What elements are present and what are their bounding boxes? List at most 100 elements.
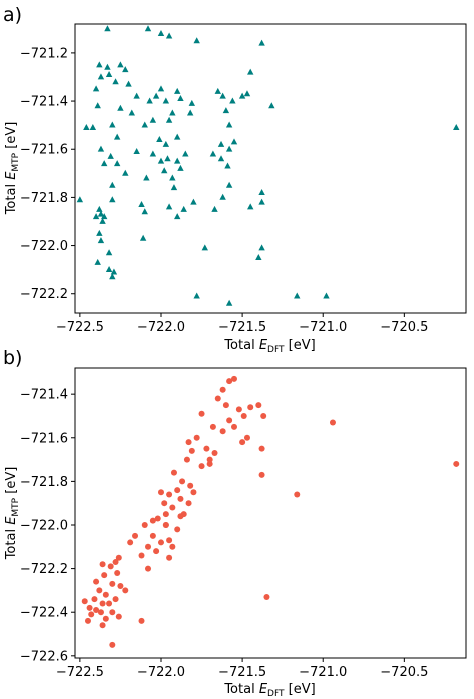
panel-a-data-point [76, 196, 84, 203]
panel-a-data-point [96, 61, 103, 68]
panel-b-data-point [169, 543, 176, 550]
panel-b-data-point [93, 578, 100, 585]
panel-a-data-point [174, 133, 181, 140]
panel-a-data-point [97, 237, 105, 244]
panel-a-data-point [188, 99, 196, 106]
panel-a-data-point [177, 164, 184, 171]
panel-a-data-point [258, 188, 265, 195]
panel-a-data-point [225, 181, 233, 188]
panel-a-data-point [225, 299, 233, 306]
panel-a-data-point [113, 160, 121, 167]
panel-a-data-point [92, 85, 100, 92]
panel-b-y-tick-label: −722.0 [20, 518, 68, 533]
panel-b-data-point [190, 489, 197, 496]
panel-b-y-tick-label: −722.4 [20, 606, 68, 621]
panel-a-data-point [193, 292, 200, 299]
panel-a-data-point [92, 213, 100, 220]
panel-a-data-point [101, 213, 108, 220]
panel-b-data-point [240, 412, 247, 419]
panel-a-data-point [89, 123, 97, 130]
panel-a-data-point [157, 30, 165, 37]
panel-b-data-point [453, 460, 460, 467]
panel-a-data-point [101, 160, 108, 167]
panel-a-data-point [323, 292, 330, 299]
panel-a-x-tick-label: −721.5 [218, 320, 266, 335]
panel-b-data-point [187, 482, 194, 489]
panel-b-data-point [112, 559, 119, 566]
panel-a-x-tick-label: −721.0 [299, 320, 347, 335]
panel-b-y-tick-label: −721.4 [20, 388, 68, 403]
panel-b-data-points [81, 375, 460, 648]
panel-b-x-tick-label: −721.5 [218, 665, 266, 680]
panel-a-data-point [117, 61, 124, 68]
panel-a-data-point [161, 167, 168, 174]
panel-b-data-point [132, 532, 139, 539]
panel-a-data-point [117, 104, 124, 111]
panel-b-data-point [206, 456, 213, 463]
panel-a-data-point [105, 266, 113, 273]
panel-a-data-point [149, 116, 157, 123]
panel-a-data-point [138, 201, 145, 208]
panel-b-x-tick-label: −722.5 [56, 665, 104, 680]
panel-b-data-point [185, 500, 192, 507]
panel-b-data-point [145, 565, 152, 572]
panel-b-data-point [109, 580, 116, 587]
panel-b-data-point [162, 511, 169, 518]
panel-b-data-point [260, 412, 267, 419]
panel-a-data-point [157, 85, 165, 92]
panel-a-data-point [258, 244, 265, 251]
panel-b-data-point [219, 428, 226, 435]
panel-b-data-point [222, 402, 229, 409]
panel-a-data-point [146, 97, 153, 104]
panel-b-y-tick-label: −722.2 [20, 562, 68, 577]
panel-b-data-point [115, 613, 122, 620]
panel-b-y-tick-label: −722.6 [20, 649, 68, 664]
panel-b-data-point [161, 500, 168, 507]
panel-a-data-point [83, 123, 90, 130]
panel-b-data-point [243, 434, 250, 441]
panel-a-data-point [169, 109, 176, 116]
panel-a-data-point [109, 121, 116, 128]
panel-b-data-point [88, 611, 95, 618]
panel-a-data-point [225, 145, 233, 152]
panel-a-data-point [149, 150, 157, 157]
panel-a-data-point [217, 140, 225, 147]
panel-b-data-point [122, 587, 129, 594]
panel-b-data-point [170, 469, 177, 476]
panel-a-y-tick-label: −721.4 [20, 95, 68, 110]
panel-a-y-ticks: −721.2 −721.4 −721.6 −721.8 −722.0 −722.2 [20, 46, 75, 302]
panel-a-data-point [107, 152, 114, 159]
panel-a-data-point [141, 121, 148, 128]
panel-b-y-tick-label: −721.8 [20, 475, 68, 490]
panel-a-x-tick-label: −722.5 [56, 320, 104, 335]
panel-a-x-axis-label: Total EDFT [eV] [223, 338, 315, 355]
panel-b-data-point [84, 617, 91, 624]
panel-a-data-point [174, 213, 181, 220]
panel-b-data-point [203, 445, 210, 452]
panel-b-data-point [198, 410, 205, 417]
panel-b-data-point [198, 463, 205, 470]
panel-a-data-point [170, 184, 178, 191]
panel-b-data-point [183, 456, 190, 463]
panel-a-data-point [247, 203, 254, 210]
panel-b-data-point [97, 609, 104, 616]
panel-a-data-point [162, 97, 170, 104]
panel-b-data-point [157, 539, 164, 546]
panel-a-data-point [105, 249, 113, 256]
panel-a-data-point [211, 205, 218, 212]
panel-b-data-point [226, 378, 233, 385]
panel-b-data-point [112, 596, 119, 603]
panel-a-data-point [128, 109, 135, 116]
panel-b-data-point [149, 517, 156, 524]
panel-b-data-point [219, 386, 226, 393]
panel-a-y-axis-label: Total EMTP [eV] [4, 122, 21, 216]
panel-a-plot-frame [74, 23, 467, 314]
panel-b-data-point [179, 478, 186, 485]
panel-a-data-point [174, 157, 181, 164]
panel-a-data-point [217, 155, 225, 162]
panel-a-data-point [122, 66, 129, 73]
panel-a-data-point [109, 273, 116, 280]
panel-b-data-point [166, 554, 173, 561]
panel-b-data-point [206, 460, 213, 467]
panel-b-data-point [247, 404, 254, 411]
